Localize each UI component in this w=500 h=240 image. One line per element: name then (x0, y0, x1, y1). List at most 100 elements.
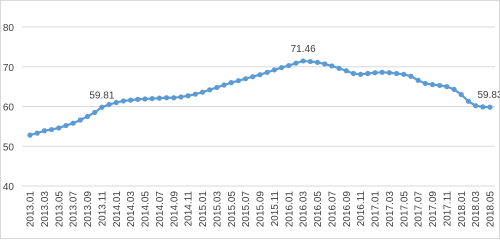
data-point (228, 80, 234, 86)
data-point (429, 82, 436, 88)
data-point (27, 132, 33, 138)
data-point (156, 95, 162, 101)
data-point (120, 98, 127, 104)
data-point (221, 82, 227, 88)
data-point (207, 87, 213, 93)
data-point (372, 70, 378, 76)
data-point (365, 70, 371, 77)
x-tick-label: 2016.01 (284, 191, 295, 228)
x-tick-label: 2015.09 (256, 191, 267, 228)
y-tick-label: 70 (3, 63, 15, 74)
x-tick-label: 2015.05 (227, 191, 238, 228)
data-point (99, 104, 105, 110)
x-tick-label: 2018.01 (457, 191, 468, 228)
x-tick-label: 2015.01 (198, 191, 209, 228)
x-tick-label: 2014.07 (155, 191, 166, 228)
data-point (214, 84, 220, 91)
data-point (322, 61, 328, 67)
data-point (307, 58, 313, 65)
data-point (458, 91, 464, 98)
data-point (408, 73, 414, 79)
data-point (192, 91, 198, 97)
x-tick-label: 2013.11 (97, 191, 108, 227)
data-point (343, 68, 349, 74)
data-point (106, 101, 112, 108)
x-tick-label: 2016.09 (342, 191, 353, 228)
y-tick-label: 50 (3, 142, 15, 153)
x-tick-label: 2017.07 (414, 191, 425, 228)
data-point (473, 103, 479, 109)
x-tick-label: 2017.05 (399, 191, 410, 228)
y-tick-label: 40 (3, 182, 15, 193)
data-point (135, 96, 141, 102)
x-tick-label: 2013.03 (40, 191, 51, 228)
data-point (401, 71, 407, 77)
data-point (171, 95, 177, 101)
data-point (70, 120, 76, 126)
data-point (379, 69, 385, 75)
data-point (199, 89, 206, 95)
x-tick-label: 2013.07 (69, 191, 80, 228)
data-point (178, 94, 184, 100)
x-tick-label: 2016.03 (299, 191, 310, 228)
data-point (264, 69, 270, 75)
data-point (350, 70, 357, 77)
data-point (480, 104, 486, 110)
data-point (393, 70, 400, 77)
data-point (271, 67, 277, 73)
data-point (128, 97, 134, 103)
data-point (56, 125, 62, 131)
data-point (293, 60, 299, 66)
data-point (250, 74, 256, 80)
x-tick-label: 2017.03 (385, 191, 396, 228)
x-tick-label: 2016.05 (313, 191, 324, 228)
data-point (451, 86, 457, 93)
x-tick-label: 2015.07 (241, 191, 252, 228)
x-tick-label: 2015.11 (270, 191, 281, 227)
x-tick-label: 2013.01 (26, 191, 37, 228)
y-tick-label: 80 (3, 23, 15, 34)
x-tick-label: 2015.03 (212, 191, 223, 228)
data-point (286, 62, 292, 69)
data-point (300, 58, 306, 64)
data-point (386, 70, 392, 76)
data-point (278, 64, 285, 71)
data-point (415, 77, 421, 83)
x-tick-label: 2014.03 (126, 191, 137, 228)
data-point (358, 71, 364, 77)
data-label: 59.83 (477, 90, 500, 101)
x-tick-label: 2013.09 (83, 191, 94, 228)
data-point (48, 126, 55, 133)
data-point (142, 96, 148, 102)
x-tick-label: 2014.11 (184, 191, 195, 227)
x-tick-label: 2013.05 (54, 191, 65, 228)
data-point (422, 80, 428, 87)
x-tick-label: 2016.07 (327, 191, 338, 228)
data-point (444, 84, 450, 90)
data-point (63, 122, 69, 129)
data-point (149, 95, 155, 102)
x-tick-label: 2017.01 (371, 191, 382, 228)
data-point (77, 117, 83, 123)
y-tick-label: 60 (3, 103, 15, 114)
data-point (113, 99, 119, 106)
x-tick-label: 2017.11 (442, 191, 453, 227)
data-point (185, 93, 191, 99)
x-tick-label: 2014.05 (141, 191, 152, 228)
data-point (329, 63, 335, 69)
data-label: 59.81 (89, 90, 114, 101)
data-point (487, 104, 493, 110)
data-point (41, 128, 47, 134)
data-point (243, 76, 249, 82)
x-tick-label: 2014.01 (112, 191, 123, 228)
data-point (84, 113, 91, 120)
x-tick-label: 2018.05 (486, 191, 497, 228)
x-tick-label: 2018.03 (471, 191, 482, 228)
data-point (336, 65, 342, 71)
data-point (465, 98, 472, 104)
data-point (92, 109, 98, 116)
data-label: 71.46 (291, 44, 316, 55)
x-tick-label: 2016.11 (356, 191, 367, 227)
data-point (437, 82, 443, 89)
